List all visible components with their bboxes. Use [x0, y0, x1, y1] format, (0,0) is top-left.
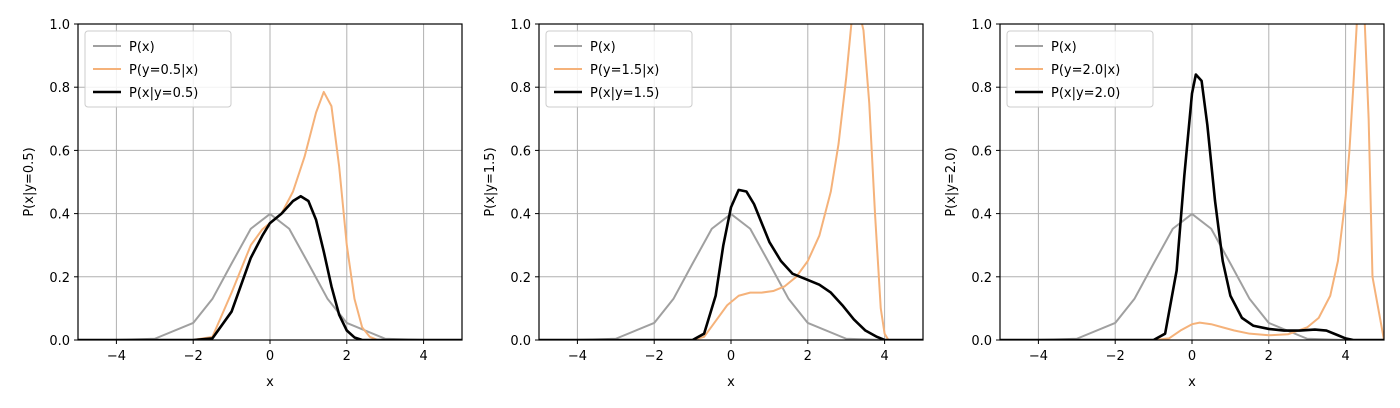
series-line-prior [1000, 212, 1384, 340]
legend-label: P(x|y=2.0) [1051, 86, 1120, 101]
y-axis-label: P(x|y=1.5) [483, 147, 498, 216]
y-tick-label: 0.2 [49, 271, 70, 286]
y-tick-label: 0.0 [510, 334, 531, 349]
x-tick-label: −2 [184, 349, 203, 364]
series-line-likelihood [1000, 24, 1384, 340]
series-line-posterior [78, 194, 462, 340]
x-tick-label: −4 [568, 349, 587, 364]
y-tick-label: 0.2 [971, 271, 992, 286]
y-tick-label: 0.8 [510, 81, 531, 96]
y-tick-label: 0.0 [49, 334, 70, 349]
x-tick-label: −4 [1029, 349, 1048, 364]
x-tick-label: 2 [804, 349, 812, 364]
legend-box [84, 30, 232, 108]
y-tick-label: 0.6 [971, 144, 992, 159]
y-tick-label: 0.8 [49, 81, 70, 96]
legend-label: P(x|y=0.5) [129, 86, 198, 101]
x-tick-label: 0 [727, 349, 735, 364]
legend-label: P(x) [1051, 40, 1077, 55]
series-line-likelihood [78, 90, 462, 340]
y-tick-label: 0.4 [49, 208, 70, 223]
series-line-posterior [1000, 73, 1384, 340]
legend: P(x) P(y=1.5|x) P(x|y=1.5) [545, 30, 693, 108]
y-tick-label: 1.0 [510, 18, 531, 33]
y-tick-label: 0.6 [49, 144, 70, 159]
x-tick-label: −2 [1106, 349, 1125, 364]
series-line-likelihood [539, 24, 923, 340]
chart-panel: −4 −2 0 2 40.00.20.40.60.81.0xP(x|y=0.5)P(x)… [22, 18, 463, 390]
y-axis-label: P(x|y=2.0) [944, 147, 959, 216]
legend-label: P(x) [129, 40, 155, 55]
legend: P(x) P(y=0.5|x) P(x|y=0.5) [84, 30, 232, 108]
legend-label: P(x) [590, 40, 616, 55]
x-tick-label: 4 [419, 349, 427, 364]
x-tick-label: 0 [266, 349, 274, 364]
legend-box [1006, 30, 1154, 108]
x-axis-label: x [266, 375, 274, 390]
x-tick-label: 2 [1265, 349, 1273, 364]
y-tick-label: 0.2 [510, 271, 531, 286]
chart-panel: −4 −2 0 2 40.00.20.40.60.81.0xP(x|y=1.5)P(x)… [483, 18, 924, 390]
legend-label: P(y=0.5|x) [129, 63, 198, 78]
x-tick-label: 2 [343, 349, 351, 364]
legend-box [545, 30, 693, 108]
x-tick-label: 0 [1188, 349, 1196, 364]
y-tick-label: 0.8 [971, 81, 992, 96]
x-axis-label: x [727, 375, 735, 390]
series-line-prior [78, 212, 462, 340]
y-tick-label: 0.0 [971, 334, 992, 349]
legend-label: P(x|y=1.5) [590, 86, 659, 101]
y-tick-label: 1.0 [49, 18, 70, 33]
series-line-posterior [539, 188, 923, 340]
legend-label: P(y=1.5|x) [590, 63, 659, 78]
y-tick-label: 0.4 [971, 208, 992, 223]
x-tick-label: −2 [645, 349, 664, 364]
x-tick-label: −4 [107, 349, 126, 364]
chart-panel: −4 −2 0 2 40.00.20.40.60.81.0xP(x|y=2.0)P(x)… [944, 18, 1385, 390]
x-tick-label: 4 [1341, 349, 1349, 364]
y-tick-label: 0.4 [510, 208, 531, 223]
y-tick-label: 1.0 [971, 18, 992, 33]
y-axis-label: P(x|y=0.5) [22, 147, 37, 216]
x-axis-label: x [1188, 375, 1196, 390]
y-tick-label: 0.6 [510, 144, 531, 159]
legend: P(x) P(y=2.0|x) P(x|y=2.0) [1006, 30, 1154, 108]
x-tick-label: 4 [880, 349, 888, 364]
series-line-prior [539, 212, 923, 340]
legend-label: P(y=2.0|x) [1051, 63, 1120, 78]
